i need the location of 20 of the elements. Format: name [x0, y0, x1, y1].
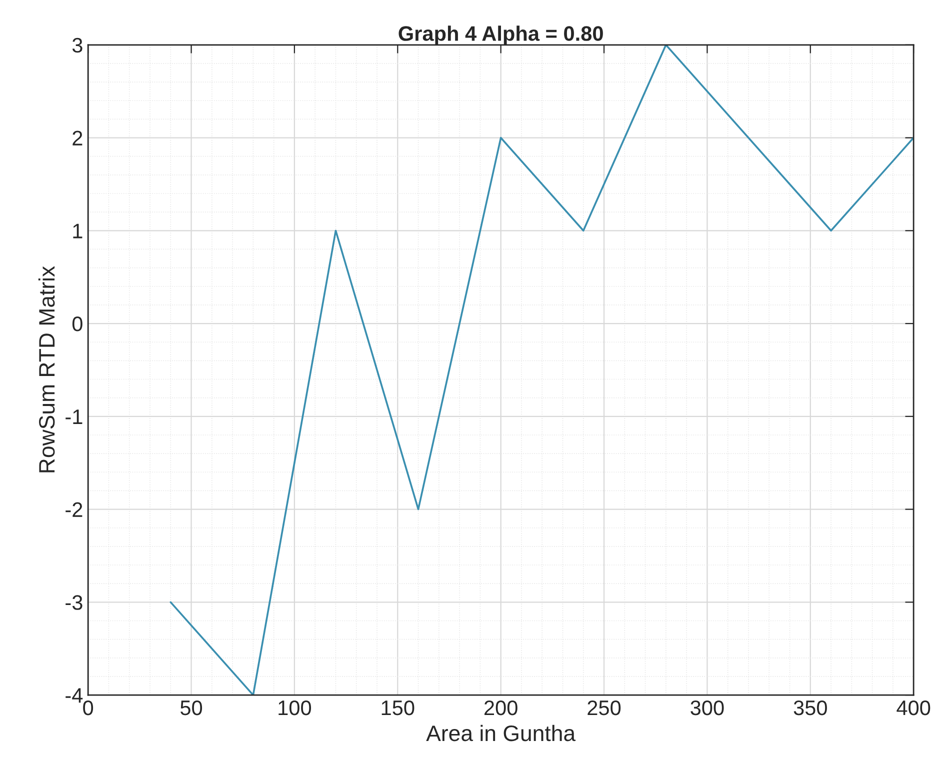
x-axis-title: Area in Guntha	[426, 724, 576, 742]
x-tick-label: 350	[794, 700, 827, 716]
x-tick-label: 0	[83, 700, 94, 716]
x-tick-label: 250	[588, 700, 621, 716]
y-tick-label: 2	[72, 130, 82, 146]
y-axis-title: RowSum RTD Matrix	[38, 266, 55, 472]
x-tick-label: 300	[690, 700, 724, 716]
y-tick-label: 3	[72, 38, 82, 53]
y-tick-label: -3	[66, 595, 82, 610]
y-tick-label: 1	[73, 224, 82, 238]
y-tick-label: -4	[66, 688, 83, 703]
y-tick-label: 0	[72, 316, 82, 332]
y-tick-label: -2	[66, 502, 82, 517]
x-tick-label: 50	[180, 700, 202, 716]
x-tick-label: 150	[382, 700, 414, 716]
chart-title: Graph 4 Alpha = 0.80	[398, 26, 603, 46]
y-tick-label: -1	[66, 410, 82, 424]
x-tick-label: 100	[278, 700, 312, 716]
x-tick-label: 400	[896, 700, 930, 716]
x-tick-label: 200	[484, 700, 518, 716]
